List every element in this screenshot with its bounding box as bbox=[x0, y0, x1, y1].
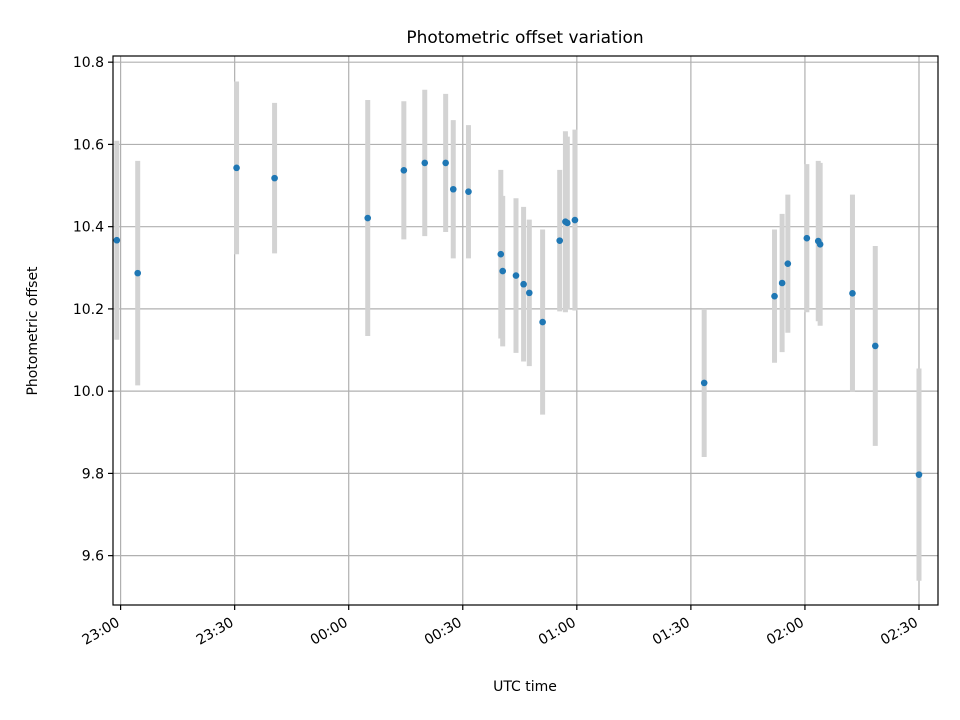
data-point bbox=[449, 185, 457, 193]
data-point bbox=[400, 167, 408, 174]
data-point bbox=[803, 234, 811, 242]
data-point bbox=[364, 214, 372, 222]
data-point bbox=[512, 272, 520, 279]
data-point bbox=[571, 216, 579, 224]
data-points bbox=[113, 159, 923, 478]
data-point bbox=[233, 164, 240, 172]
data-point bbox=[271, 174, 278, 182]
data-point bbox=[134, 269, 142, 277]
data-point bbox=[564, 219, 571, 227]
data-point bbox=[849, 289, 856, 297]
plot-frame bbox=[112, 55, 939, 606]
data-point bbox=[421, 159, 429, 167]
data-point bbox=[465, 188, 472, 196]
data-point bbox=[442, 159, 449, 167]
data-point bbox=[497, 250, 505, 258]
x-axis-label: UTC time bbox=[493, 679, 557, 695]
data-point bbox=[499, 267, 506, 275]
data-point bbox=[556, 237, 564, 244]
data-point bbox=[784, 260, 792, 267]
y-tick-label: 10.2 bbox=[73, 302, 104, 318]
y-axis-label: Photometric offset bbox=[25, 266, 41, 396]
y-tick-label: 10.0 bbox=[73, 384, 104, 400]
y-axis-ticks: 9.6 9.8 10.0 10.2 10.4 10.6 10.8 bbox=[73, 55, 113, 565]
data-point bbox=[526, 289, 533, 297]
data-point bbox=[778, 279, 786, 287]
y-tick-label: 9.6 bbox=[82, 549, 104, 565]
y-tick-label: 10.6 bbox=[73, 137, 104, 153]
chart-title: Photometric offset variation bbox=[406, 28, 643, 48]
data-point bbox=[871, 342, 879, 350]
data-point bbox=[816, 241, 824, 248]
y-tick-label: 10.8 bbox=[73, 55, 104, 71]
data-point bbox=[539, 318, 546, 326]
y-tick-label: 9.8 bbox=[82, 466, 104, 482]
y-tick-label: 10.4 bbox=[73, 220, 104, 236]
data-point bbox=[700, 379, 708, 387]
data-point bbox=[915, 471, 923, 478]
data-point bbox=[520, 280, 527, 288]
data-point bbox=[771, 292, 778, 300]
data-point bbox=[113, 236, 121, 244]
